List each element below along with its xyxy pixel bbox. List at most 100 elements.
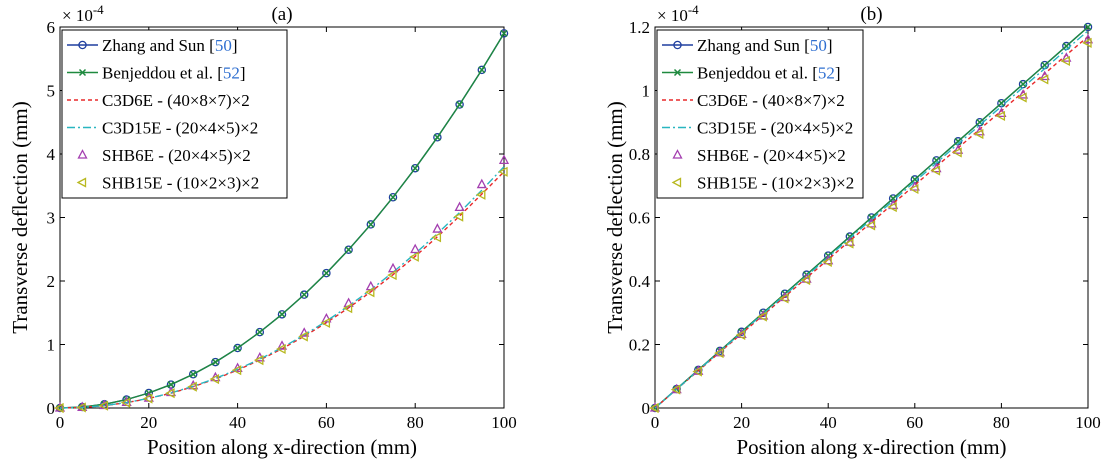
x-tick-label: 100: [491, 413, 517, 432]
legend-label-name: Zhang and Sun [: [102, 36, 215, 55]
data-point-benjeddou: [367, 220, 375, 228]
data-point-shb15e: [364, 287, 375, 298]
legend-label-shb15e: SHB15E - (10×2×3)×2: [102, 174, 259, 193]
legend-label-name: C3D15E - (20×4×5)×2: [697, 119, 853, 138]
data-point-shb6e: [866, 217, 877, 228]
data-point-shb15e: [76, 402, 86, 413]
data-point-benjeddou: [189, 370, 197, 378]
x-tick-label: 60: [906, 413, 923, 432]
data-point-shb15e: [253, 355, 264, 366]
x-tick-label: 60: [318, 413, 335, 432]
data-point-benjeddou: [433, 133, 441, 141]
legend-label-shb6e: SHB6E - (20×4×5)×2: [697, 146, 846, 165]
y-axis-multiplier-exponent: -4: [688, 2, 699, 17]
data-point-shb15e: [320, 317, 331, 328]
data-point-zhang: [455, 100, 464, 109]
data-point-zhang: [299, 290, 309, 299]
y-tick-label: 5: [47, 82, 56, 101]
data-point-benjeddou: [867, 213, 876, 222]
data-point-shb15e: [475, 189, 486, 200]
y-axis-multiplier: × 10-4: [657, 2, 699, 25]
data-point-benjeddou: [345, 246, 353, 254]
series-shb15e: [649, 37, 1092, 414]
data-point-shb6e: [476, 178, 487, 189]
legend-label-c3d6e: C3D6E - (40×8×7)×2: [102, 91, 250, 110]
data-point-shb15e: [843, 238, 854, 249]
y-axis-label: Transverse deflection (mm): [603, 101, 627, 334]
legend-label-bracket: ]: [827, 36, 833, 55]
data-point-benjeddou: [500, 29, 508, 37]
chart-panel-a: (a) 0 20 40 60 80 100 0 1 2 3 4 5 6 × 10-4 Position alo…: [8, 2, 517, 459]
legend-label-benjeddou: Benjeddou et al. [52]: [102, 64, 246, 83]
data-point-shb15e: [800, 274, 811, 286]
data-point-shb15e: [779, 293, 789, 304]
legend-marker-benjeddou: [78, 68, 87, 77]
y-axis-label: Transverse deflection (mm): [8, 101, 32, 334]
legend-marker-zhang: [78, 40, 87, 50]
x-axis-label: Position along x-direction (mm): [736, 435, 1006, 459]
data-point-shb15e: [908, 183, 919, 195]
data-point-benjeddou: [456, 101, 464, 109]
x-tick-label: 40: [820, 413, 837, 432]
legend: Zhang and Sun [50] Benjeddou et al. [52] C…: [656, 29, 864, 199]
data-point-shb15e: [209, 373, 220, 385]
data-point-shb6e: [432, 223, 443, 233]
data-point-benjeddou: [997, 99, 1005, 107]
data-point-benjeddou: [911, 175, 919, 183]
legend-marker-benjeddou: [673, 68, 682, 77]
legend-label-zhang: Zhang and Sun [50]: [697, 36, 833, 55]
data-point-zhang: [277, 310, 287, 319]
data-point-benjeddou: [1019, 80, 1027, 88]
data-point-shb6e: [321, 312, 332, 323]
data-point-benjeddou: [256, 328, 264, 336]
y-tick-label: 0.4: [629, 272, 651, 291]
data-point-shb6e: [454, 201, 465, 212]
data-point-shb15e: [735, 329, 746, 341]
y-tick-label: 2: [47, 272, 56, 291]
data-point-benjeddou: [167, 381, 175, 389]
data-point-shb6e: [210, 371, 221, 382]
y-tick-label: 1.2: [629, 18, 650, 37]
data-point-benjeddou: [389, 193, 397, 201]
legend-label-shb6e: SHB6E - (20×4×5)×2: [102, 146, 251, 165]
y-tick-label: 0: [47, 399, 56, 418]
data-point-shb15e: [453, 211, 464, 222]
chart-panel-b: (b) 0 20 40 60 80 100 0 0.2 0.4 0.6 0.8 1 1.2 × 10-4 Po…: [603, 2, 1101, 459]
legend-label-name: Benjeddou et al. [: [102, 64, 223, 83]
legend-label-name: C3D6E - (40×8×7)×2: [697, 91, 845, 110]
legend-marker-shb6e: [77, 149, 88, 159]
data-point-shb15e: [995, 110, 1006, 121]
data-point-zhang: [388, 192, 398, 202]
chart-title: (a): [271, 4, 292, 25]
data-point-shb15e: [276, 343, 286, 355]
legend-label-benjeddou: Benjeddou et al. [52]: [697, 64, 841, 83]
data-point-shb15e: [692, 366, 702, 377]
legend-label-bracket: ]: [835, 64, 841, 83]
legend-label-ref: 50: [810, 36, 827, 55]
data-point-shb6e: [931, 162, 942, 173]
data-point-benjeddou: [1084, 23, 1092, 31]
data-point-zhang: [433, 133, 442, 142]
data-point-shb15e: [649, 402, 659, 414]
data-point-zhang: [477, 65, 487, 75]
data-point-shb15e: [887, 201, 897, 213]
y-tick-label: 0.8: [629, 145, 650, 164]
data-point-shb15e: [165, 388, 175, 399]
data-point-zhang: [867, 213, 876, 222]
data-point-shb6e: [498, 154, 510, 164]
legend-label-name: SHB6E - (20×4×5)×2: [102, 146, 251, 165]
data-point-shb6e: [410, 243, 421, 254]
x-tick-label: 100: [1075, 413, 1101, 432]
y-tick-label: 0: [642, 399, 651, 418]
data-point-shb6e: [888, 199, 899, 210]
y-tick-label: 4: [47, 145, 56, 164]
x-tick-label: 20: [140, 413, 157, 432]
data-point-shb15e: [1060, 55, 1070, 67]
legend-marker-shb15e: [76, 177, 87, 188]
data-point-zhang: [344, 245, 353, 254]
y-tick-label: 1: [47, 336, 56, 355]
data-point-zhang: [366, 220, 376, 229]
data-point-zhang: [845, 232, 855, 241]
legend-label-bracket: ]: [240, 64, 246, 83]
